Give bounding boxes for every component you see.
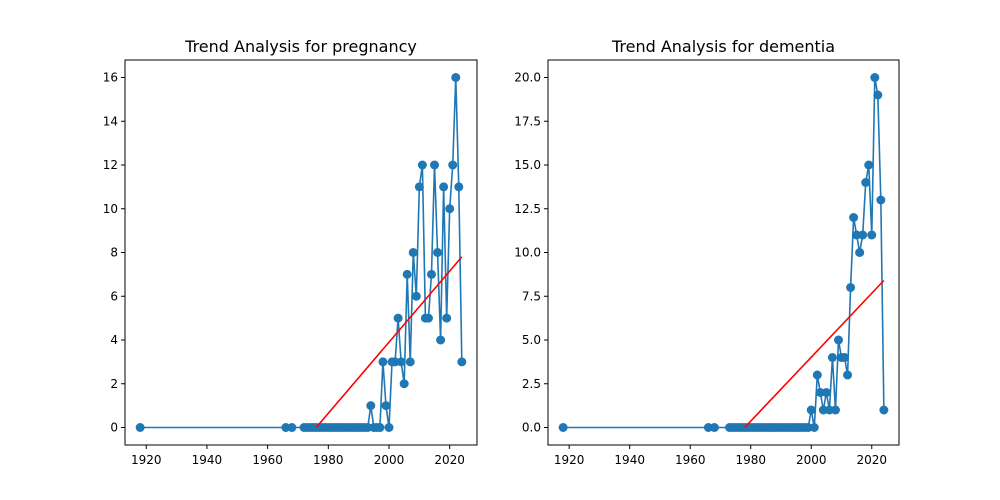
data-point — [873, 90, 883, 100]
data-point — [405, 357, 415, 367]
y-tick-label: 5.0 — [522, 333, 541, 347]
data-point — [809, 423, 819, 432]
x-tick-label: 1940 — [192, 453, 223, 467]
data-point — [417, 160, 427, 170]
y-tick-label: 14 — [103, 114, 118, 128]
data-point — [366, 401, 376, 411]
data-point — [833, 335, 843, 345]
data-point — [827, 353, 837, 362]
y-tick-label: 0.0 — [522, 421, 541, 435]
data-point — [414, 182, 424, 192]
plot-area: 1920 1940 1960 1980 2000 2020 0 2 4 6 8 10 12 14 16 — [103, 59, 478, 467]
data-point — [430, 160, 440, 170]
data-point — [448, 160, 458, 170]
data-point — [445, 204, 455, 214]
data-point — [864, 160, 874, 170]
x-tick-label: 1980 — [313, 453, 344, 467]
trend-line — [744, 279, 885, 429]
data-point — [436, 335, 446, 345]
data-point — [402, 269, 412, 279]
data-point — [399, 379, 409, 389]
data-point — [812, 370, 822, 380]
x-tick-label: 2020 — [434, 453, 465, 467]
data-point — [378, 357, 388, 367]
data-point — [451, 73, 461, 82]
data-point — [454, 182, 464, 192]
y-tick-label: 6 — [110, 289, 118, 303]
plot-area: 1920 1940 1960 1980 2000 2020 0.0 2.5 5.0 7.5 10.0… — [514, 59, 900, 467]
data-point — [381, 401, 391, 411]
y-tick-label: 0 — [110, 421, 118, 435]
y-tick-label: 15.0 — [514, 158, 541, 172]
data-point — [846, 283, 856, 292]
x-tick-label: 1920 — [554, 453, 585, 467]
y-tick-label: 17.5 — [514, 114, 541, 128]
data-point — [861, 178, 871, 187]
y-tick-label: 7.5 — [522, 289, 541, 303]
trend-line — [315, 256, 463, 429]
y-tick-label: 2 — [110, 377, 118, 391]
data-point — [870, 73, 880, 82]
data-point — [408, 248, 418, 257]
dementia-chart: Trend Analysis for dementia 1920 1940 1960… — [514, 37, 900, 467]
x-tick-label: 2020 — [856, 453, 887, 467]
data-point — [423, 313, 433, 323]
data-point — [457, 357, 467, 367]
data-point — [849, 213, 859, 222]
pregnancy-chart: Trend Analysis for pregnancy 1920 1940 196… — [103, 37, 478, 467]
x-tick-label: 2000 — [796, 453, 827, 467]
y-tick-label: 20.0 — [514, 71, 541, 85]
x-tick-label: 1960 — [675, 453, 706, 467]
data-point — [393, 313, 403, 323]
x-tick-label: 1960 — [252, 453, 283, 467]
x-tick-label: 1920 — [131, 453, 162, 467]
data-point — [396, 357, 406, 367]
data-point — [876, 195, 886, 205]
data-point — [375, 423, 385, 432]
data-point — [287, 423, 297, 432]
y-tick-label: 10.0 — [514, 246, 541, 260]
data-point — [821, 388, 831, 397]
data-point — [558, 423, 568, 432]
chart-title: Trend Analysis for pregnancy — [184, 37, 417, 56]
data-point — [855, 248, 865, 257]
data-point — [439, 182, 449, 192]
chart-title: Trend Analysis for dementia — [611, 37, 835, 56]
data-point — [858, 230, 868, 240]
y-tick-label: 16 — [103, 71, 118, 85]
y-tick-label: 12 — [103, 158, 118, 172]
y-tick-label: 2.5 — [522, 377, 541, 391]
data-point — [384, 423, 394, 432]
data-point — [433, 248, 443, 257]
x-tick-label: 2000 — [374, 453, 405, 467]
y-tick-label: 8 — [110, 246, 118, 260]
data-point — [806, 405, 816, 415]
data-point — [442, 313, 452, 323]
data-point — [709, 423, 719, 432]
data-point — [879, 405, 889, 415]
x-tick-label: 1980 — [735, 453, 766, 467]
data-point — [426, 269, 436, 279]
y-tick-label: 10 — [103, 202, 118, 216]
y-tick-label: 4 — [110, 333, 118, 347]
data-point — [843, 370, 853, 380]
x-tick-label: 1940 — [614, 453, 645, 467]
data-point — [867, 230, 877, 240]
data-point — [840, 353, 850, 362]
y-tick-label: 12.5 — [514, 202, 541, 216]
data-point — [135, 423, 145, 432]
data-point — [830, 405, 840, 415]
data-point — [411, 291, 421, 301]
